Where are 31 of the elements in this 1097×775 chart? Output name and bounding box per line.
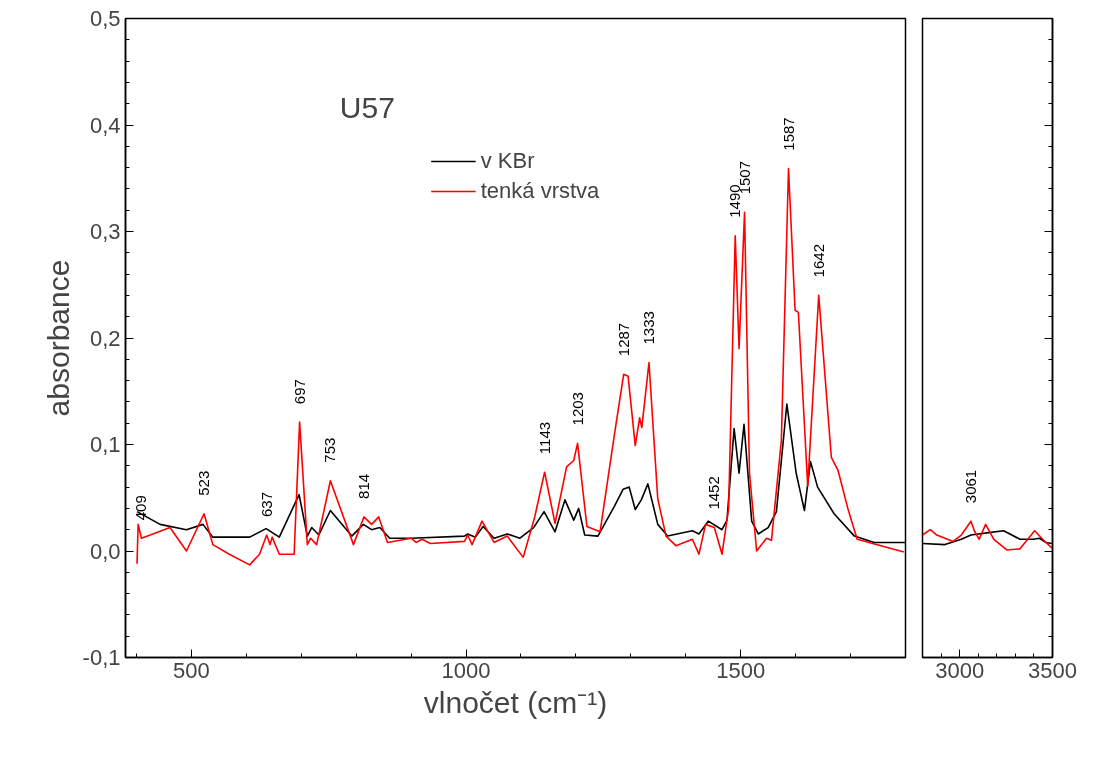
y-tick-label: 0,5 (89, 6, 121, 31)
x-tick-label: 3000 (935, 657, 985, 683)
text: U57 (339, 91, 395, 125)
annotation: 3061 (961, 469, 979, 504)
y-axis-title: absorbance (41, 259, 75, 417)
annotation: 1587 (779, 117, 797, 151)
annotation: 637 (257, 491, 275, 518)
annotation: 814 (354, 473, 372, 499)
legend-label: v KBr (480, 148, 535, 174)
annotation: 1287 (614, 322, 632, 357)
annotation: 523 (195, 470, 213, 496)
x-tick-label: 1500 (716, 657, 766, 683)
annotation: 1452 (705, 476, 723, 510)
x-tick-label: 1000 (441, 657, 491, 683)
annotation: 409 (132, 495, 150, 521)
y-tick-label: 0,4 (89, 112, 121, 138)
annotation: 697 (290, 379, 308, 405)
y-tick-label: 0,0 (89, 538, 121, 564)
x-axis-title: vlnočet (cm⁻¹) (423, 685, 608, 719)
annotation: 1642 (809, 244, 827, 278)
y-tick-label: 0,3 (89, 219, 121, 244)
legend-label: tenká vrstva (480, 178, 600, 204)
y-tick-label: 0,1 (89, 432, 121, 457)
annotation: 1143 (535, 421, 553, 455)
y-tick-label: 0,2 (89, 325, 121, 351)
annotation: 1203 (568, 392, 586, 426)
annotation: 1333 (639, 311, 657, 345)
y-tick-label: -0,1 (82, 645, 121, 670)
annotation: 753 (321, 437, 339, 463)
x-tick-label: 500 (173, 657, 210, 683)
x-tick-label: 3500 (1028, 657, 1077, 683)
